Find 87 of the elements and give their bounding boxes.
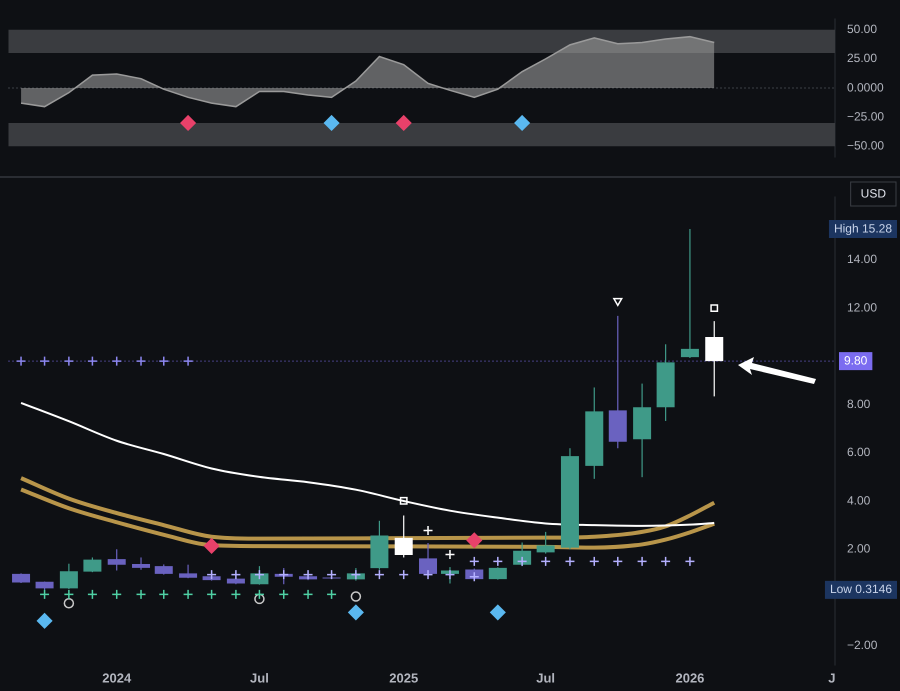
- point: [469, 571, 480, 582]
- point: [398, 569, 409, 580]
- y-tick-label: 8.00: [847, 396, 871, 411]
- point: [111, 589, 122, 600]
- point: [204, 538, 220, 554]
- point: [16, 356, 26, 366]
- point: [469, 556, 480, 567]
- point: [111, 356, 122, 366]
- line-series: [20, 402, 716, 527]
- candlestick: [488, 566, 507, 580]
- point: [444, 549, 456, 560]
- x-tick-label: Jul: [250, 670, 269, 686]
- x-tick-label: 2025: [389, 670, 418, 686]
- point: [350, 591, 362, 602]
- y-tick-label: −50.00: [847, 138, 884, 153]
- y-tick-label: 4.00: [847, 493, 871, 508]
- point: [710, 304, 718, 312]
- point: [87, 356, 98, 366]
- point: [39, 589, 50, 600]
- candlestick: [394, 514, 413, 558]
- point: [326, 569, 337, 580]
- point: [182, 356, 194, 366]
- point: [206, 589, 217, 600]
- point: [444, 569, 456, 580]
- point: [589, 556, 600, 567]
- point: [136, 356, 146, 366]
- point: [278, 569, 289, 580]
- point: [613, 298, 622, 306]
- point: [326, 589, 337, 600]
- candlestick: [83, 556, 102, 573]
- y-tick-label: −25.00: [847, 109, 884, 124]
- point: [350, 569, 362, 580]
- y-tick-label: 14.00: [847, 252, 878, 266]
- y-tick-label: 2.00: [847, 542, 871, 556]
- point: [64, 589, 74, 600]
- point: [87, 589, 98, 600]
- x-tick-label: 2026: [675, 670, 704, 686]
- point: [422, 525, 434, 536]
- point: [684, 556, 696, 567]
- ref-line-label: 9.80: [844, 353, 868, 368]
- annotation: High 15.28: [834, 221, 892, 236]
- point: [158, 589, 170, 600]
- x-tick-label: J: [828, 670, 836, 686]
- candlestick: [179, 564, 198, 579]
- point: [490, 604, 506, 620]
- candlestick: [12, 572, 30, 584]
- y-tick-label: −2.00: [847, 638, 878, 652]
- point: [39, 356, 50, 366]
- point: [64, 356, 74, 366]
- x-tick-label: Jul: [536, 670, 556, 686]
- y-tick-label: 6.00: [847, 445, 871, 460]
- y-tick-label: 12.00: [847, 300, 878, 314]
- point: [660, 556, 671, 567]
- point: [182, 589, 194, 600]
- point: [348, 604, 364, 620]
- point: [278, 589, 289, 600]
- point: [466, 532, 482, 548]
- point: [492, 556, 504, 567]
- y-tick-label: 0.0000: [847, 80, 884, 94]
- point: [158, 356, 170, 366]
- candlestick: [536, 531, 555, 554]
- point: [564, 556, 576, 567]
- point: [64, 598, 74, 609]
- candlestick: [132, 556, 150, 570]
- text: USD: [860, 186, 886, 200]
- point: [36, 613, 52, 629]
- point: [400, 496, 408, 505]
- point: [302, 589, 314, 600]
- x-tick-label: 2024: [102, 670, 132, 686]
- point: [540, 556, 551, 567]
- annotation: Low 0.3146: [830, 582, 892, 596]
- point: [230, 589, 242, 600]
- y-tick-label: 50.00: [847, 22, 878, 36]
- candlestick: [680, 228, 699, 359]
- y-tick-label: 25.00: [847, 51, 878, 66]
- point: [206, 569, 217, 580]
- point: [422, 569, 434, 580]
- point: [136, 589, 146, 600]
- point: [302, 569, 314, 580]
- point: [230, 569, 242, 580]
- candlestick: [108, 548, 126, 572]
- point: [636, 556, 648, 567]
- point: [254, 594, 265, 604]
- point: [254, 589, 265, 600]
- point: [374, 569, 385, 580]
- candlestick: [154, 564, 173, 576]
- point: [612, 556, 624, 567]
